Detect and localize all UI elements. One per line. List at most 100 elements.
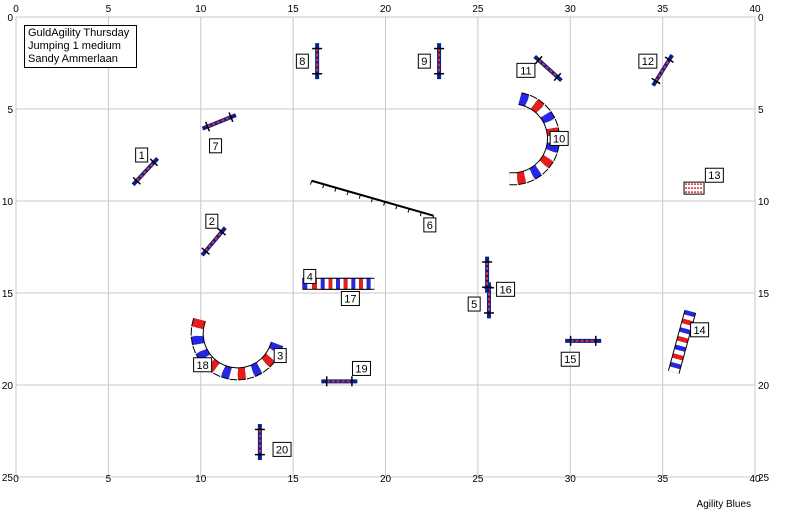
obstacle-number-5: 5 <box>467 296 481 312</box>
tunnel-segment <box>677 336 689 344</box>
obstacle-tunnel_straight-14 <box>667 309 697 374</box>
tunnel-segment <box>534 160 548 174</box>
jump-pole <box>204 231 223 252</box>
number-text: 19 <box>355 363 367 375</box>
number-text: 7 <box>212 141 218 153</box>
obstacle-number-14: 14 <box>690 322 710 338</box>
tunnel-segment <box>518 93 529 106</box>
y-tick-label: 15 <box>758 289 770 300</box>
x-tick-label: 25 <box>472 4 484 15</box>
obstacle-jump-9 <box>434 43 445 80</box>
obstacle-number-20: 20 <box>272 441 292 457</box>
number-text: 1 <box>139 150 145 162</box>
y-tick-label: 0 <box>7 13 13 24</box>
number-box <box>423 217 437 233</box>
number-box <box>193 357 213 373</box>
number-box <box>704 167 724 183</box>
number-box <box>273 348 287 364</box>
jump-pole <box>538 59 559 78</box>
tunnel-segment <box>673 349 685 357</box>
number-text: 6 <box>427 220 433 232</box>
obstacle-number-18: 18 <box>193 357 213 373</box>
x-tick-label: 20 <box>380 474 392 485</box>
footer-brand: Agility Blues <box>696 499 751 510</box>
jump-upright <box>201 247 210 255</box>
tunnel-segment <box>193 342 207 353</box>
title-line-class: Jumping 1 medium <box>28 40 121 52</box>
tunnel-segment <box>683 314 694 322</box>
jump-upright <box>204 121 211 132</box>
tunnel-segment <box>221 365 232 379</box>
jump-upright <box>132 176 141 185</box>
tunnel-segment <box>261 353 275 367</box>
y-tick-label: 20 <box>2 381 14 392</box>
tunnel-segment <box>674 344 686 352</box>
tunnel-segment <box>237 367 246 380</box>
title-line-club: GuldAgility Thursday <box>28 27 130 39</box>
jump-pole <box>136 161 155 182</box>
obstacle-jump-8 <box>312 43 323 80</box>
x-tick-label: 15 <box>288 474 300 485</box>
tunnel-segment <box>536 105 550 119</box>
slat <box>407 208 410 213</box>
obstacle-jump-7 <box>201 112 237 132</box>
obstacle-jump-1 <box>131 157 160 187</box>
x-tick-label: 35 <box>657 4 669 15</box>
tunnel-segment <box>196 348 210 361</box>
jump-upright <box>534 55 543 65</box>
obstacles <box>131 43 705 461</box>
obstacle-tunnel_curve-18 <box>190 318 206 345</box>
number-box <box>549 130 569 146</box>
tunnel-segment <box>684 310 696 318</box>
tunnel-segment <box>250 362 262 377</box>
number-box <box>209 138 223 154</box>
x-tick-label: 25 <box>472 474 484 485</box>
slat <box>346 191 349 196</box>
slat <box>322 184 325 189</box>
tunnel-segment <box>541 111 555 124</box>
tunnel-segment <box>672 353 684 361</box>
number-box <box>467 296 481 312</box>
number-box <box>135 147 149 163</box>
tunnel-segment <box>191 334 204 345</box>
x-tick-label: 30 <box>565 4 577 15</box>
x-tick-label: 5 <box>106 4 112 15</box>
obstacle-number-16: 16 <box>496 281 516 297</box>
tunnel-segment <box>525 95 537 109</box>
number-text: 17 <box>344 294 356 306</box>
y-tick-label: 0 <box>758 13 764 24</box>
slat <box>383 201 386 206</box>
y-tick-label: 20 <box>758 381 770 392</box>
tunnel-segment <box>265 348 280 361</box>
tunnel-segment <box>516 171 526 185</box>
obstacle-number-9: 9 <box>417 53 431 69</box>
obstacle-tunnel_curve-10 <box>509 92 561 186</box>
tunnel-segment <box>676 340 687 348</box>
number-box <box>690 322 710 338</box>
tunnel-segment <box>255 358 269 373</box>
number-box <box>205 213 219 229</box>
tunnel-segment <box>670 362 681 370</box>
number-box <box>560 351 580 367</box>
tunnel-segment <box>528 165 542 179</box>
plank <box>311 179 434 217</box>
number-text: 16 <box>499 284 511 296</box>
jump-pole <box>655 59 671 82</box>
x-tick-label: 10 <box>195 474 207 485</box>
obstacle-number-3: 3 <box>273 348 287 364</box>
x-tick-label: 0 <box>13 4 19 15</box>
number-text: 12 <box>642 56 654 68</box>
jump-upright <box>228 112 234 123</box>
obstacle-number-12: 12 <box>638 53 658 69</box>
number-text: 14 <box>693 325 705 337</box>
tunnel-segment <box>678 331 690 339</box>
x-tick-label: 20 <box>380 4 392 15</box>
jump-upright <box>149 158 159 167</box>
tunnel-segment <box>544 119 558 131</box>
tunnel-segment <box>668 366 680 374</box>
number-box <box>295 53 309 69</box>
jump-upright <box>553 72 562 82</box>
number-box <box>351 360 371 376</box>
obstacle-jump-11 <box>533 54 563 83</box>
